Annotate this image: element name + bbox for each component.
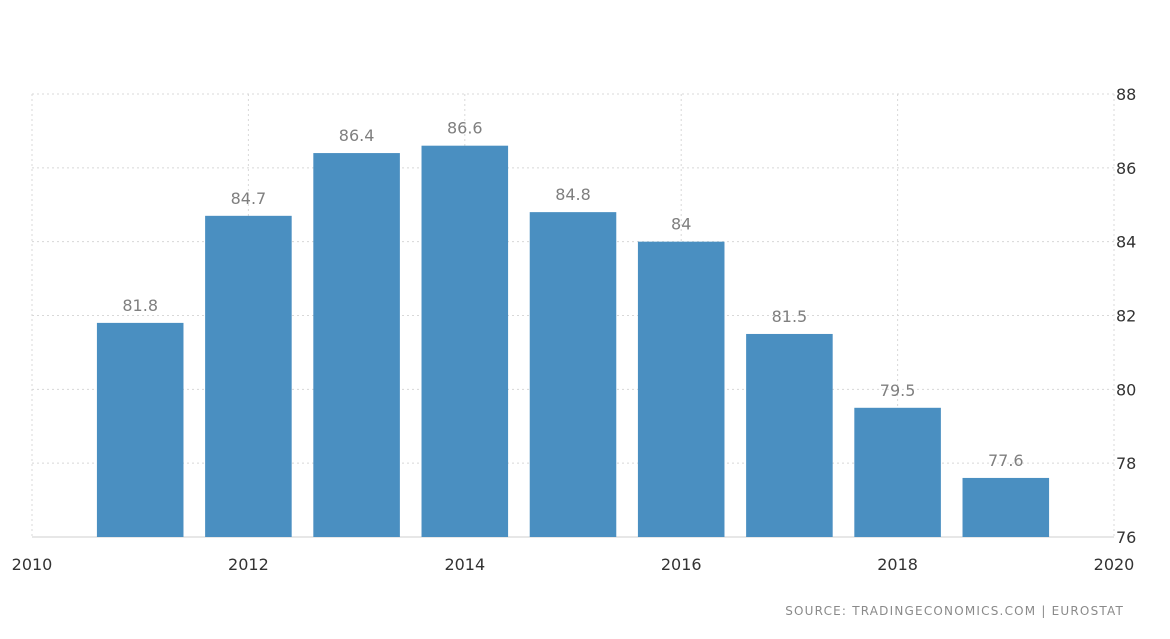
y-tick-label: 78 — [1116, 454, 1136, 473]
x-tick-label: 2014 — [444, 555, 485, 574]
bar — [529, 212, 617, 537]
x-tick-label: 2010 — [12, 555, 53, 574]
data-label: 84.7 — [231, 189, 267, 208]
bar — [854, 407, 941, 537]
bar — [421, 145, 509, 537]
y-tick-label: 88 — [1116, 85, 1136, 104]
data-label: 84 — [671, 215, 691, 234]
y-tick-label: 84 — [1116, 233, 1136, 252]
bar — [637, 241, 725, 537]
bar — [313, 153, 400, 538]
x-tick-label: 2018 — [877, 555, 918, 574]
y-tick-label: 86 — [1116, 159, 1136, 178]
data-label: 81.8 — [122, 296, 158, 315]
x-tick-label: 2012 — [228, 555, 269, 574]
bar — [205, 215, 292, 537]
y-tick-label: 80 — [1116, 380, 1136, 399]
source-note: SOURCE: TRADINGECONOMICS.COM | EUROSTAT — [785, 604, 1124, 618]
data-label: 79.5 — [880, 381, 916, 400]
data-label: 86.6 — [447, 119, 483, 138]
bar — [962, 477, 1050, 537]
data-label: 81.5 — [772, 307, 808, 326]
x-tick-label: 2016 — [661, 555, 702, 574]
bar — [96, 322, 184, 537]
bar — [746, 333, 833, 537]
data-label: 86.4 — [339, 126, 375, 145]
y-tick-label: 76 — [1116, 528, 1136, 547]
y-tick-label: 82 — [1116, 307, 1136, 326]
x-tick-label: 2020 — [1094, 555, 1135, 574]
data-label: 77.6 — [988, 451, 1024, 470]
data-label: 84.8 — [555, 185, 591, 204]
